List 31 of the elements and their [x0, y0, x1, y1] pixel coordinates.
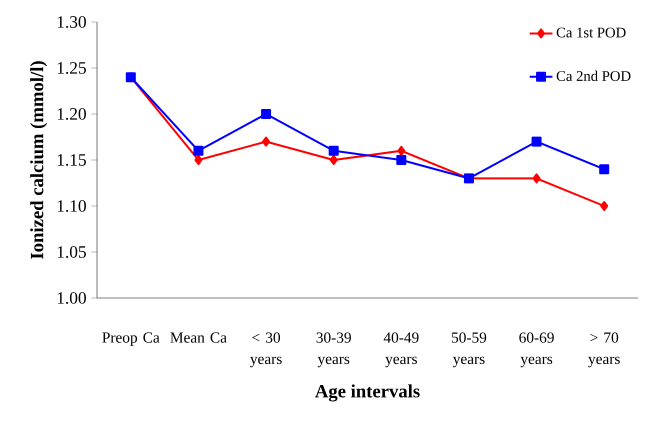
x-tick-label: 40-49 years	[384, 332, 419, 368]
y-tick-label: 1.30	[58, 16, 86, 28]
point	[396, 155, 406, 165]
y-axis-title: Ionized calcium (mmol/l)	[30, 61, 48, 259]
x-tick-label: Preop Ca	[102, 332, 160, 346]
point	[261, 109, 272, 119]
y-tick-label: 1.10	[58, 200, 86, 212]
x-tick-label: 60-69 years	[519, 332, 554, 368]
legend-label: Ca 2nd POD	[556, 70, 630, 81]
x-tick-label: > 70 years	[588, 332, 620, 368]
point	[600, 201, 608, 211]
y-tick-label: 1.15	[58, 154, 86, 166]
point	[532, 173, 541, 184]
x-tick-label: 50-59 years	[452, 332, 486, 368]
point	[193, 146, 204, 156]
x-tick-label: 30-39 years	[316, 332, 351, 368]
point	[532, 136, 542, 147]
point	[397, 146, 406, 156]
point	[599, 164, 610, 174]
point	[194, 155, 202, 165]
x-tick-label: < 30 years	[250, 332, 282, 368]
point	[328, 146, 339, 156]
legend-label: Ca 1st POD	[556, 28, 626, 38]
x-tick-label: Mean Ca	[170, 332, 227, 343]
point	[330, 155, 338, 165]
point	[262, 136, 270, 147]
y-tick-label: 1.00	[58, 292, 86, 304]
y-tick-label: 1.20	[58, 108, 86, 120]
x-axis-title: Age intervals	[315, 384, 420, 402]
y-tick-label: 1.05	[58, 246, 86, 258]
y-tick-label: 1.25	[58, 62, 86, 74]
